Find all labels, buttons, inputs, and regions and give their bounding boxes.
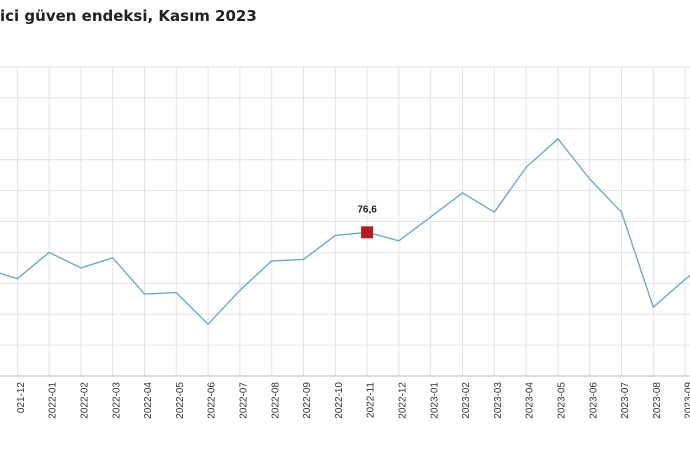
annotations-layer: 76,67: [357, 204, 377, 239]
x-tick-label: 021-12: [16, 382, 27, 414]
x-tick-label: 2022-10: [334, 382, 345, 419]
x-tick-label: 2022-11: [366, 382, 377, 418]
series-line: [0, 138, 690, 325]
x-tick-label: 2023-05: [557, 382, 568, 419]
x-tick-label: 2022-07: [239, 382, 250, 419]
x-tick-label: 2023-06: [588, 382, 599, 419]
x-axis-ticks: 021-12 2022-01 2022-02 2022-03 2022-04 2022-0…: [16, 382, 690, 419]
series-layer: [0, 138, 690, 325]
x-tick-label: 2023-02: [461, 382, 472, 419]
data-label: 76,6: [357, 204, 377, 215]
x-tick-label: 2022-03: [111, 382, 122, 419]
x-tick-label: 2022-04: [143, 382, 154, 419]
x-tick-label: 2023-03: [493, 382, 504, 419]
x-tick-label: 2022-12: [398, 382, 409, 419]
x-tick-label: 2023-07: [620, 382, 631, 419]
gridlines: [0, 66, 690, 377]
x-tick-label: 2022-09: [302, 382, 313, 419]
x-tick-label: 2023-09: [684, 382, 690, 419]
x-tick-label: 2022-08: [270, 382, 281, 419]
x-tick-label: 2023-01: [429, 382, 440, 419]
x-tick-label: 2022-05: [175, 382, 186, 419]
x-tick-label: 2022-01: [48, 382, 59, 419]
x-tick-label: 2023-04: [525, 382, 536, 419]
x-tick-label: 2022-02: [80, 382, 91, 419]
chart-title: ici güven endeksi, Kasım 2023: [0, 7, 257, 25]
x-tick-label: 2023-08: [652, 382, 663, 419]
highlight-marker: [361, 226, 374, 239]
x-tick-label: 2022-06: [207, 382, 218, 419]
